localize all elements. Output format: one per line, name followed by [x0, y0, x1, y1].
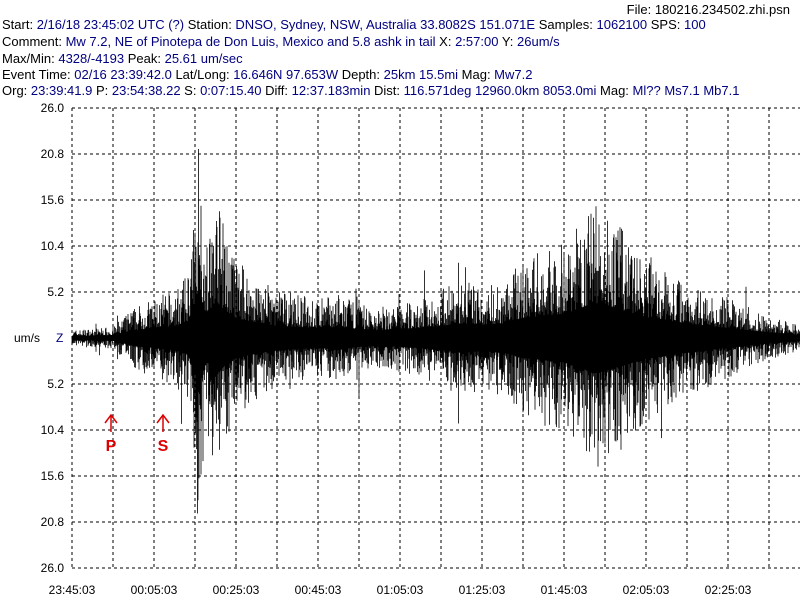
x-tick-label: 00:25:03 [213, 583, 260, 597]
header-text: Samples: [535, 17, 597, 32]
file-value: 180216.234502.zhi.psn [654, 2, 790, 17]
header-text: 02/16 23:39:42.0 [74, 67, 172, 82]
header-text: Lat/Long: [171, 67, 234, 82]
header-text: Start: [2, 17, 37, 32]
file-label: File: [626, 2, 652, 17]
y-tick-label: 10.4 [41, 423, 65, 437]
header-text: Mw 7.2, NE of Pinotepa de Don Luis, Mexi… [65, 34, 436, 49]
header-text: Y: [498, 34, 518, 49]
header-text: Event Time: [2, 67, 75, 82]
header-text: S: [180, 83, 201, 98]
y-tick-label: 5.2 [47, 377, 64, 391]
x-tick-label: 00:45:03 [295, 583, 342, 597]
header-text: Station: [184, 17, 236, 32]
header-text: Diff: [261, 83, 292, 98]
phase-arrowhead-p [104, 413, 118, 424]
header-text: P: [92, 83, 112, 98]
phase-arrowhead-s [156, 413, 170, 424]
header-text: Mw7.2 [494, 67, 533, 82]
x-tick-label: 01:05:03 [377, 583, 424, 597]
header-text: X: [435, 34, 456, 49]
header-text: Dist: [370, 83, 404, 98]
header-line-comment: Comment: Mw 7.2, NE of Pinotepa de Don L… [2, 33, 560, 50]
y-tick-label: 15.6 [41, 193, 65, 207]
header-text: 25.61 um/sec [164, 51, 243, 66]
header-text: SPS: [647, 17, 684, 32]
header-text: 0:07:15.40 [200, 83, 262, 98]
y-tick-label: 15.6 [41, 469, 65, 483]
header-line-start: Start: 2/16/18 23:45:02 UTC (?) Station:… [2, 16, 706, 33]
header-text: 12:37.183min [291, 83, 371, 98]
x-tick-label: 02:25:03 [705, 583, 752, 597]
header-text: Mag: [596, 83, 633, 98]
channel-label: Z [56, 331, 63, 345]
header-text: 116.571deg 12960.0km 8053.0mi [403, 83, 597, 98]
seismogram-trace [71, 149, 800, 514]
y-axis-unit-label: um/s [14, 331, 40, 345]
x-tick-label: 23:45:03 [49, 583, 96, 597]
header-line-origin: Org: 23:39:41.9 P: 23:54:38.22 S: 0:07:1… [2, 82, 739, 99]
header-text: Depth: [338, 67, 384, 82]
header-text: Ml?? Ms7.1 Mb7.1 [632, 83, 740, 98]
header-text: Mag: [458, 67, 495, 82]
x-tick-label: 01:25:03 [459, 583, 506, 597]
phase-label-p: P [106, 438, 117, 455]
header-text: Peak: [124, 51, 165, 66]
y-tick-label: 20.8 [41, 515, 65, 529]
header-line-event: Event Time: 02/16 23:39:42.0 Lat/Long: 1… [2, 66, 532, 83]
header-line-maxmin: Max/Min: 4328/-4193 Peak: 25.61 um/sec [2, 50, 243, 67]
header-text: DNSO, Sydney, NSW, Australia 33.8082S 15… [235, 17, 536, 32]
header-text: 100 [683, 17, 706, 32]
header-text: 1062100 [596, 17, 648, 32]
header-text: 2/16/18 23:45:02 UTC (?) [36, 17, 185, 32]
header-text: Max/Min: [2, 51, 59, 66]
x-tick-label: 02:05:03 [623, 583, 670, 597]
header-text: 16.646N 97.653W [233, 67, 339, 82]
header-text: 23:39:41.9 [30, 83, 93, 98]
x-tick-label: 00:05:03 [131, 583, 178, 597]
header-text: Org: [2, 83, 31, 98]
x-tick-label: 01:45:03 [541, 583, 588, 597]
header-text: 4328/-4193 [58, 51, 125, 66]
file-name: File: 180216.234502.zhi.psn [627, 1, 790, 18]
header-text: 25km 15.5mi [383, 67, 459, 82]
header-text: Comment: [2, 34, 66, 49]
y-tick-label: 10.4 [41, 239, 65, 253]
y-tick-label: 5.2 [47, 285, 64, 299]
header-text: 26um/s [517, 34, 560, 49]
header-info: File: 180216.234502.zhi.psn Start: 2/16/… [0, 0, 800, 100]
phase-label-s: S [158, 438, 169, 455]
header-text: 2:57:00 [455, 34, 499, 49]
y-tick-label: 20.8 [41, 147, 65, 161]
header-text: 23:54:38.22 [111, 83, 181, 98]
y-tick-label: 26.0 [41, 101, 65, 115]
y-tick-label: 26.0 [41, 561, 65, 575]
